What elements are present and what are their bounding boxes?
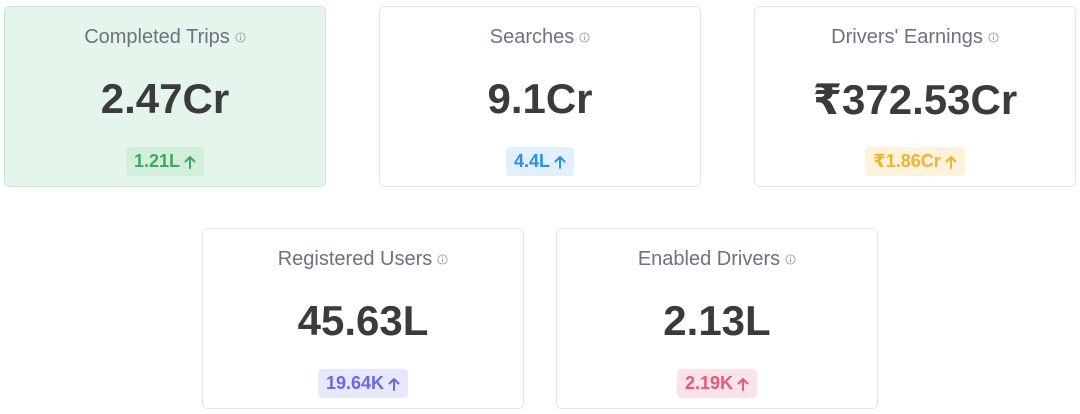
badge-row: 1.21L (5, 147, 325, 176)
card-title: Completed Trips (84, 26, 230, 48)
info-icon[interactable] (579, 32, 590, 43)
stat-card: Drivers' Earnings ₹372.53Cr ₹1.86Cr (754, 6, 1076, 187)
card-header: Enabled Drivers (557, 248, 877, 271)
info-icon[interactable] (785, 254, 796, 265)
up-arrow (554, 155, 566, 169)
card-header: Completed Trips (5, 26, 325, 49)
card-value: 2.47Cr (100, 75, 230, 122)
card-header: Searches (380, 26, 700, 49)
change-badge: 19.64K (317, 369, 409, 398)
stat-card: Registered Users 45.63L 19.64K (202, 228, 524, 409)
badge-row: ₹1.86Cr (755, 147, 1075, 176)
card-header: Registered Users (203, 248, 523, 271)
up-arrow (737, 377, 749, 391)
change-value: 4.4L (513, 151, 551, 171)
badge-row: 19.64K (203, 369, 523, 398)
stat-card: Completed Trips 2.47Cr 1.21L (4, 6, 326, 187)
info-icon[interactable] (988, 32, 999, 43)
up-arrow (388, 377, 400, 391)
info-icon[interactable] (437, 254, 448, 265)
change-badge: 4.4L (505, 147, 575, 176)
badge-row: 4.4L (380, 147, 700, 176)
card-value: ₹372.53Cr (812, 76, 1018, 123)
card-value: 2.13L (663, 297, 771, 344)
change-value: ₹1.86Cr (873, 151, 941, 171)
card-title: Drivers' Earnings (831, 26, 983, 48)
change-badge: 1.21L (125, 147, 205, 176)
card-title: Enabled Drivers (637, 248, 781, 270)
up-arrow (184, 155, 196, 169)
change-value: 2.19K (684, 373, 734, 393)
info-icon[interactable] (235, 32, 246, 43)
change-badge: 2.19K (676, 369, 758, 398)
card-title: Searches (489, 26, 575, 48)
card-header: Drivers' Earnings (755, 26, 1075, 49)
card-value: 45.63L (297, 297, 429, 344)
stat-card: Enabled Drivers 2.13L 2.19K (556, 228, 878, 409)
change-value: 1.21L (133, 151, 181, 171)
badge-row: 2.19K (557, 369, 877, 398)
change-value: 19.64K (325, 373, 385, 393)
card-title: Registered Users (277, 248, 433, 270)
card-value: 9.1Cr (487, 75, 593, 122)
up-arrow (945, 155, 957, 169)
stat-card: Searches 9.1Cr 4.4L (379, 6, 701, 187)
change-badge: ₹1.86Cr (865, 147, 965, 176)
